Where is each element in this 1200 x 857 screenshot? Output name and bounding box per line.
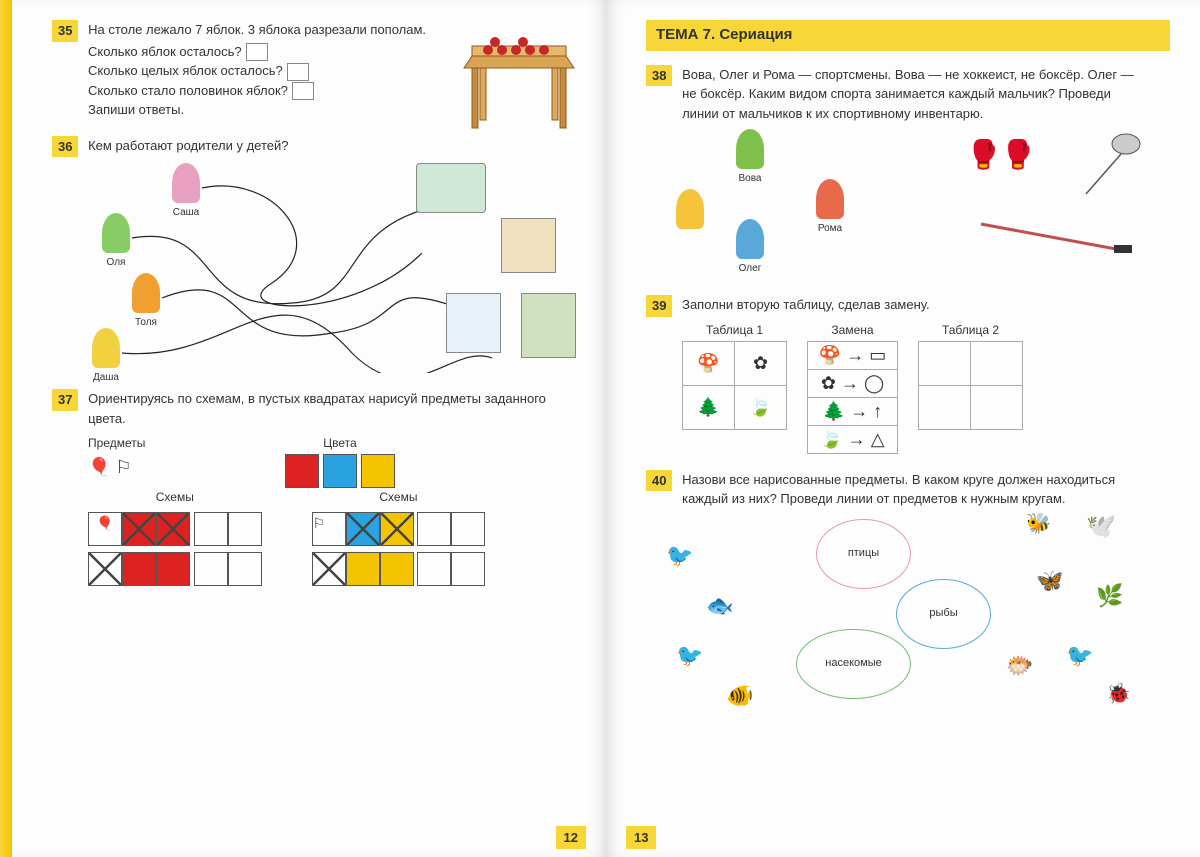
- q2: Сколько целых яблок осталось?: [88, 63, 283, 78]
- circle-label: рыбы: [929, 605, 957, 622]
- empty-square[interactable]: [194, 552, 228, 586]
- boy-label: Рома: [818, 223, 842, 234]
- task-text: Ориентируясь по схемам, в пустых квадрат…: [88, 389, 548, 428]
- table-1: 🍄✿ 🌲🍃: [682, 341, 787, 430]
- task-text: Заполни вторую таблицу, сделав замену.: [682, 295, 1142, 315]
- job-builder-icon: [521, 293, 576, 358]
- q4: Запиши ответы.: [88, 102, 184, 117]
- task-40: 40 Назови все нарисованные предметы. В к…: [646, 470, 1170, 709]
- bee-icon: 🐝: [1026, 509, 1051, 539]
- task-number: 37: [52, 389, 78, 411]
- fish-icon: 🐠: [726, 679, 753, 712]
- color-swatch: [285, 454, 319, 488]
- empty-square[interactable]: [451, 552, 485, 586]
- task-39: 39 Заполни вторую таблицу, сделав замену…: [646, 295, 1170, 454]
- page-number: 12: [556, 826, 586, 850]
- table-2[interactable]: [918, 341, 1023, 430]
- answer-box[interactable]: [246, 43, 268, 61]
- fish-icon: 🐟: [706, 589, 733, 622]
- swap-table: 🍄 → ▭ ✿ → ◯ 🌲 → ↑ 🍃 → △: [807, 341, 898, 454]
- hockey-stick-icon: [976, 219, 1136, 259]
- task-number: 40: [646, 470, 672, 492]
- swallow-icon: 🐦: [666, 539, 693, 572]
- kid-label: Даша: [93, 372, 119, 383]
- answer-box[interactable]: [292, 82, 314, 100]
- right-page: ТЕМА 7. Сериация 38 Вова, Олег и Рома — …: [606, 0, 1200, 857]
- task-37: 37 Ориентируясь по схемам, в пустых квад…: [52, 389, 576, 592]
- task-number: 38: [646, 65, 672, 87]
- task-text: Кем работают родители у детей?: [88, 136, 548, 156]
- empty-square[interactable]: [417, 512, 451, 546]
- q3: Сколько стало половинок яблок?: [88, 83, 288, 98]
- page-number: 13: [626, 826, 656, 850]
- task-35: 35 На столе лежало 7 яблок. 3 яблока раз…: [52, 20, 576, 120]
- empty-square[interactable]: [194, 512, 228, 546]
- empty-square[interactable]: [228, 512, 262, 546]
- boxing-gloves-icon: 🥊🥊: [966, 134, 1036, 176]
- bullfinch-icon: 🐦: [1066, 639, 1093, 672]
- fish-icon: 🐡: [1006, 649, 1033, 682]
- q1: Сколько яблок осталось?: [88, 44, 242, 59]
- empty-square[interactable]: [451, 512, 485, 546]
- answer-box[interactable]: [287, 63, 309, 81]
- schemes-label: Схемы: [312, 488, 486, 506]
- dragonfly-icon: 🌿: [1096, 579, 1123, 612]
- circle-label: птицы: [848, 545, 879, 562]
- circle-label: насекомые: [825, 655, 881, 672]
- empty-square[interactable]: [228, 552, 262, 586]
- beetle-icon: 🐞: [1106, 679, 1131, 709]
- boy-label: Олег: [739, 263, 762, 274]
- empty-square[interactable]: [417, 552, 451, 586]
- task-text: Назови все нарисованные предметы. В како…: [682, 470, 1142, 509]
- colors-label: Цвета: [285, 434, 394, 452]
- task-number: 36: [52, 136, 78, 158]
- table-apples-icon: [454, 24, 584, 144]
- topic-title: ТЕМА 7. Сериация: [646, 20, 1170, 51]
- task-text: Вова, Олег и Рома — спортсмены. Вова — н…: [682, 65, 1142, 124]
- color-swatch: [323, 454, 357, 488]
- swap-label: Замена: [807, 321, 898, 339]
- task-36: 36 Кем работают родители у детей? Саша О…: [52, 136, 576, 374]
- left-page: 35 На столе лежало 7 яблок. 3 яблока раз…: [12, 0, 606, 857]
- sparrow-icon: 🐦: [676, 639, 703, 672]
- job-pharmacist-icon: [446, 293, 501, 353]
- boy-label: Вова: [739, 173, 762, 184]
- fencing-icon: [1076, 129, 1146, 199]
- items-label: Предметы: [88, 434, 145, 452]
- job-driver-icon: [416, 163, 486, 213]
- color-swatch: [361, 454, 395, 488]
- job-cook-icon: [501, 218, 556, 273]
- task-38: 38 Вова, Олег и Рома — спортсмены. Вова …: [646, 65, 1170, 280]
- butterfly-icon: 🦋: [1036, 564, 1063, 597]
- table2-label: Таблица 2: [918, 321, 1023, 339]
- task-number: 39: [646, 295, 672, 317]
- schemes-label: Схемы: [88, 488, 262, 506]
- dove-icon: 🕊️: [1086, 509, 1116, 545]
- task-number: 35: [52, 20, 78, 42]
- table1-label: Таблица 1: [682, 321, 787, 339]
